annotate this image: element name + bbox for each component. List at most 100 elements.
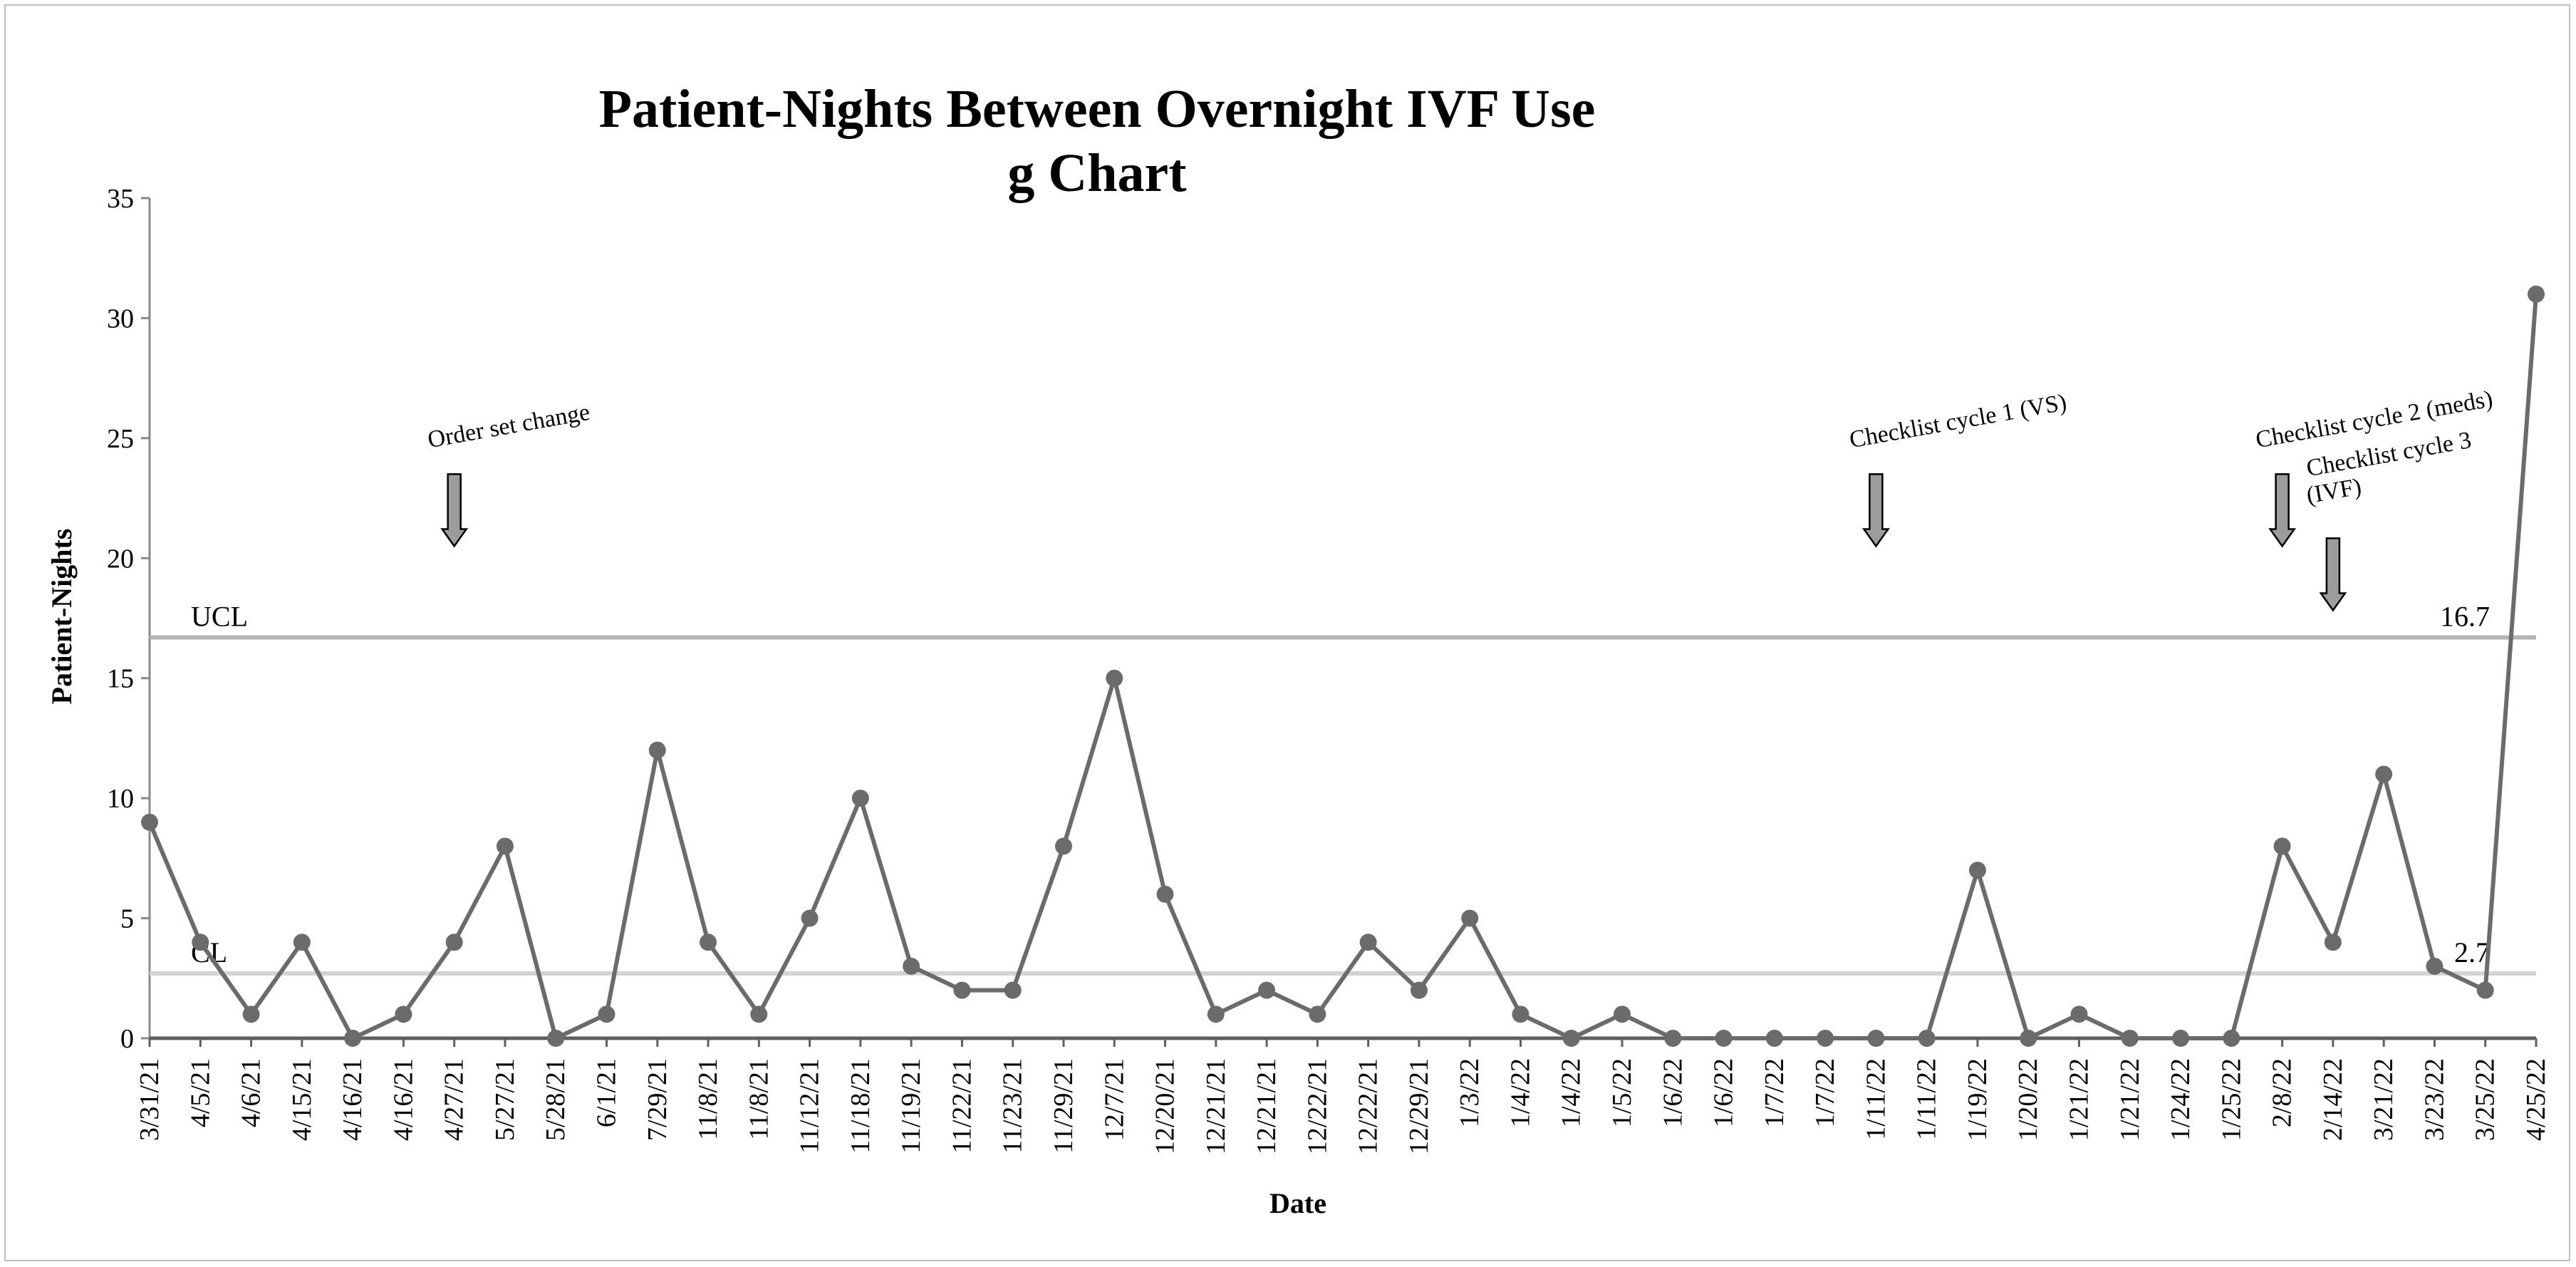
x-tick-label: 2/14/22	[2318, 1058, 2348, 1141]
x-tick-label: 1/6/22	[1709, 1058, 1739, 1127]
y-tick-label: 25	[107, 424, 134, 454]
x-tick-label: 11/22/21	[947, 1058, 977, 1154]
y-tick-label: 35	[107, 184, 134, 214]
x-tick-label: 1/7/22	[1760, 1058, 1790, 1127]
x-tick-label: 11/19/21	[896, 1058, 926, 1154]
data-point	[344, 1030, 362, 1047]
x-tick-label: 1/11/22	[1912, 1058, 1942, 1140]
data-point	[1054, 837, 1072, 855]
y-tick-label: 10	[107, 784, 134, 814]
ucl-value-label: 16.7	[2440, 600, 2490, 632]
x-tick-label: 12/22/21	[1354, 1058, 1383, 1154]
x-tick-label: 1/5/22	[1607, 1058, 1637, 1127]
x-tick-label: 11/29/21	[1049, 1058, 1079, 1154]
data-point	[1817, 1030, 1834, 1047]
y-axis-label: Patient-Nights	[46, 529, 78, 705]
data-point	[851, 790, 869, 807]
x-tick-label: 4/15/21	[287, 1058, 317, 1141]
annotation-arrow-icon	[2268, 473, 2297, 548]
data-point	[2324, 934, 2342, 951]
x-tick-label: 12/29/21	[1404, 1058, 1434, 1154]
data-point	[1359, 934, 1377, 951]
data-series	[141, 285, 2545, 1047]
data-point	[293, 934, 311, 951]
x-tick-label: 1/21/22	[2065, 1058, 2094, 1141]
x-tick-label: 12/7/21	[1099, 1058, 1129, 1141]
data-point	[1461, 909, 1479, 927]
data-point	[2375, 765, 2393, 783]
x-tick-label: 4/16/21	[338, 1058, 368, 1141]
data-point	[648, 741, 666, 759]
data-point	[700, 934, 717, 951]
x-tick-label: 1/25/22	[2216, 1058, 2246, 1141]
data-point	[395, 1005, 412, 1023]
x-tick-label: 3/25/22	[2471, 1058, 2500, 1141]
x-tick-label: 4/27/21	[440, 1058, 469, 1141]
data-point	[1512, 1005, 1530, 1023]
x-tick-label: 4/5/21	[185, 1058, 215, 1127]
data-point	[1258, 981, 1276, 999]
data-point	[1106, 669, 1123, 687]
data-point	[445, 934, 463, 951]
data-point	[2476, 981, 2494, 999]
x-tick-label: 3/21/22	[2369, 1058, 2399, 1141]
data-point	[2121, 1030, 2139, 1047]
annotation-arrow-icon	[1861, 473, 1890, 548]
x-tick-label: 6/1/21	[591, 1058, 621, 1127]
annotation-arrow-icon	[2319, 537, 2347, 612]
data-point	[801, 909, 819, 927]
x-tick-label: 1/20/22	[2013, 1058, 2043, 1141]
x-tick-label: 11/8/21	[744, 1058, 774, 1140]
chart-title-line-1: Patient-Nights Between Overnight IVF Use	[599, 79, 1596, 139]
x-tick-label: 12/20/21	[1151, 1058, 1180, 1154]
data-point	[1207, 1005, 1225, 1023]
x-tick-label: 1/3/22	[1455, 1058, 1485, 1127]
y-tick-label: 0	[120, 1024, 134, 1054]
y-tick-label: 30	[107, 304, 134, 333]
y-tick-label: 5	[120, 904, 134, 934]
x-tick-label: 1/24/22	[2166, 1058, 2196, 1141]
x-tick-label: 4/6/21	[237, 1058, 266, 1127]
data-point	[2273, 837, 2291, 855]
data-point	[2223, 1030, 2240, 1047]
x-tick-label: 1/21/22	[2115, 1058, 2145, 1141]
data-point	[2528, 285, 2545, 303]
data-point	[1309, 1005, 1326, 1023]
annotations: Order set change Checklist cycle 1 (VS) Ch…	[426, 386, 2495, 612]
x-tick-label: 4/16/21	[388, 1058, 418, 1141]
x-tick-label: 1/7/22	[1810, 1058, 1840, 1127]
y-tick-label: 20	[107, 544, 134, 574]
data-point	[2020, 1030, 2037, 1047]
x-axis-label: Date	[1269, 1187, 1326, 1219]
data-point	[1156, 885, 1174, 903]
x-tick-label: 11/23/21	[998, 1058, 1028, 1154]
x-tick-label: 3/23/22	[2419, 1058, 2449, 1141]
x-tick-label: 3/31/21	[135, 1058, 165, 1141]
data-point	[953, 981, 971, 999]
data-point	[192, 934, 209, 951]
data-point	[141, 813, 158, 831]
x-tick-label: 11/12/21	[795, 1058, 825, 1154]
data-point	[1918, 1030, 1936, 1047]
x-tick-label: 1/4/22	[1557, 1058, 1586, 1127]
data-point	[1715, 1030, 1733, 1047]
data-point	[750, 1005, 768, 1023]
y-axis: 0 5 10 15 20 25 30 35	[107, 184, 151, 1054]
annotation-label: Order set change	[426, 399, 592, 453]
x-tick-label: 12/21/21	[1252, 1058, 1282, 1154]
data-point	[1765, 1030, 1783, 1047]
x-tick-label: 11/8/21	[693, 1058, 723, 1140]
annotation-arrow-icon	[440, 473, 469, 548]
x-tick-label: 2/8/22	[2268, 1058, 2297, 1127]
data-point	[547, 1030, 565, 1047]
data-point	[1664, 1030, 1682, 1047]
x-tick-label: 11/18/21	[846, 1058, 876, 1154]
chart-title-line-2: g Chart	[1007, 143, 1186, 203]
data-point	[1410, 981, 1428, 999]
data-point	[2070, 1005, 2088, 1023]
ucl-label: UCL	[191, 600, 248, 632]
x-tick-label: 12/21/21	[1201, 1058, 1231, 1154]
cl-value-label: 2.7	[2454, 936, 2490, 968]
data-point	[1867, 1030, 1885, 1047]
x-tick-label: 1/19/22	[1963, 1058, 1993, 1141]
